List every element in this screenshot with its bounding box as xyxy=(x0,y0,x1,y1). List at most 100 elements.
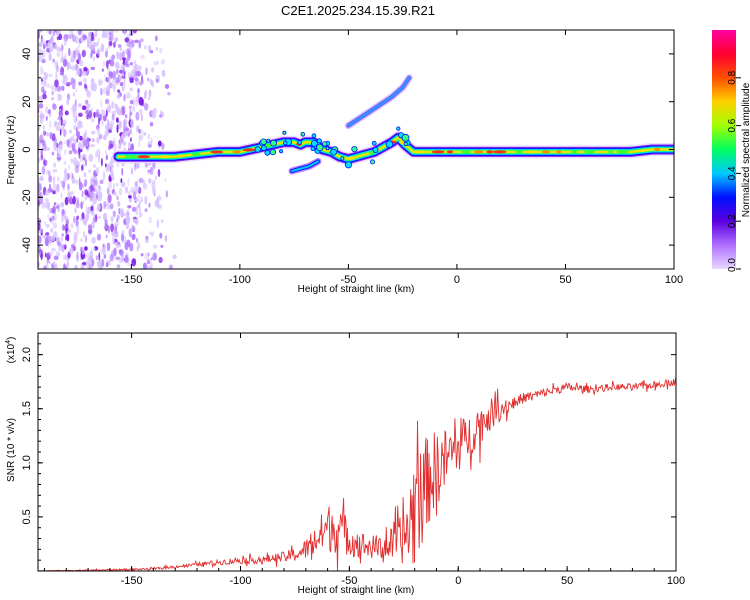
spectrogram-x-tick-label: -100 xyxy=(229,274,251,286)
noise-speckle xyxy=(82,132,88,140)
noise-speckle xyxy=(61,124,65,132)
noise-speckle xyxy=(139,38,144,43)
noise-speckle xyxy=(70,191,75,195)
noise-speckle xyxy=(57,241,62,247)
noise-speckle xyxy=(99,87,103,95)
noise-speckle xyxy=(52,169,58,173)
noise-speckle xyxy=(61,180,66,189)
noise-speckle xyxy=(60,180,63,184)
snr-panel: -150 -100 -50 0 50 100 0.5 1.0 1.5 2.0 Height of … xyxy=(5,332,685,596)
noise-speckle xyxy=(96,136,100,144)
noise-speckle xyxy=(121,167,124,176)
noise-speckle xyxy=(102,171,106,180)
noise-speckle xyxy=(74,207,77,214)
noise-speckle xyxy=(38,56,44,62)
noise-speckle xyxy=(103,204,107,209)
noise-speckle xyxy=(129,111,133,116)
noise-speckle xyxy=(155,35,158,42)
noise-speckle xyxy=(46,190,50,195)
noise-speckle xyxy=(87,147,90,151)
noise-speckle xyxy=(97,203,101,211)
noise-speckle xyxy=(118,208,121,215)
noise-speckle xyxy=(44,72,49,81)
noise-speckle xyxy=(116,51,120,59)
noise-speckle xyxy=(119,207,123,215)
noise-speckle xyxy=(104,30,109,39)
noise-speckle xyxy=(54,263,58,269)
noise-speckle xyxy=(67,183,70,191)
spectral-blob xyxy=(325,146,330,151)
snr-y-tick-label: 1.0 xyxy=(21,455,33,470)
noise-speckle xyxy=(157,204,162,209)
noise-speckle xyxy=(60,104,64,112)
noise-speckle xyxy=(114,225,118,235)
noise-speckle xyxy=(52,190,56,195)
noise-speckle xyxy=(134,181,138,187)
noise-speckle xyxy=(40,253,43,261)
noise-speckle xyxy=(71,64,76,72)
noise-speckle xyxy=(70,56,75,63)
noise-speckle xyxy=(50,36,54,45)
noise-speckle xyxy=(147,44,152,52)
noise-speckle xyxy=(81,164,84,171)
noise-speckle xyxy=(38,183,42,192)
noise-speckle xyxy=(81,153,87,159)
noise-speckle xyxy=(129,87,134,92)
noise-speckle xyxy=(44,237,49,247)
noise-speckle xyxy=(118,257,123,264)
noise-speckle xyxy=(42,143,47,152)
snr-x-tick-label: -150 xyxy=(121,575,143,587)
noise-speckle xyxy=(91,236,96,244)
noise-speckle xyxy=(39,176,44,182)
noise-speckle xyxy=(102,60,106,67)
noise-speckle xyxy=(114,40,116,45)
noise-speckle xyxy=(102,134,107,141)
noise-speckle xyxy=(124,30,126,36)
noise-speckle xyxy=(134,98,139,107)
noise-speckle xyxy=(38,96,42,101)
spectrogram-x-tick-label: 0 xyxy=(454,274,460,286)
noise-speckle xyxy=(147,133,150,140)
noise-speckle xyxy=(119,47,123,51)
noise-speckle xyxy=(66,234,70,242)
noise-speckle xyxy=(78,147,81,156)
noise-speckle xyxy=(94,151,98,158)
noise-speckle xyxy=(118,187,123,197)
noise-speckle xyxy=(39,228,44,234)
noise-speckle xyxy=(90,49,93,58)
noise-speckle xyxy=(136,70,141,77)
noise-speckle xyxy=(105,110,108,117)
noise-speckle xyxy=(59,143,63,151)
noise-speckle xyxy=(137,88,140,94)
noise-speckle xyxy=(73,138,77,145)
noise-speckle xyxy=(72,92,76,97)
noise-speckle xyxy=(49,30,52,35)
spectral-hotspot xyxy=(526,150,538,154)
spectral-blob xyxy=(403,141,408,146)
noise-speckle xyxy=(125,222,130,230)
noise-speckle xyxy=(82,199,85,206)
noise-speckle xyxy=(58,33,63,40)
noise-speckle xyxy=(115,256,121,260)
noise-speckle xyxy=(125,186,128,194)
noise-speckle xyxy=(117,120,122,130)
noise-speckle xyxy=(76,132,80,140)
noise-speckle xyxy=(81,49,87,58)
noise-speckle xyxy=(105,154,109,161)
noise-speckle xyxy=(78,112,83,118)
noise-speckle xyxy=(120,178,123,184)
noise-speckle xyxy=(60,202,65,208)
noise-speckle xyxy=(43,159,48,167)
noise-speckle xyxy=(84,246,88,251)
noise-speckle xyxy=(77,103,82,108)
noise-speckle xyxy=(93,111,96,119)
noise-speckle xyxy=(108,71,113,78)
spectral-blob xyxy=(340,156,345,161)
spectral-hotspot xyxy=(210,150,224,154)
noise-speckle xyxy=(56,142,59,148)
snr-x-label: Height of straight line (km) xyxy=(298,585,415,596)
noise-speckle xyxy=(63,160,67,166)
noise-speckle xyxy=(168,264,173,269)
noise-speckle xyxy=(72,156,78,166)
spectral-blob xyxy=(282,130,287,135)
